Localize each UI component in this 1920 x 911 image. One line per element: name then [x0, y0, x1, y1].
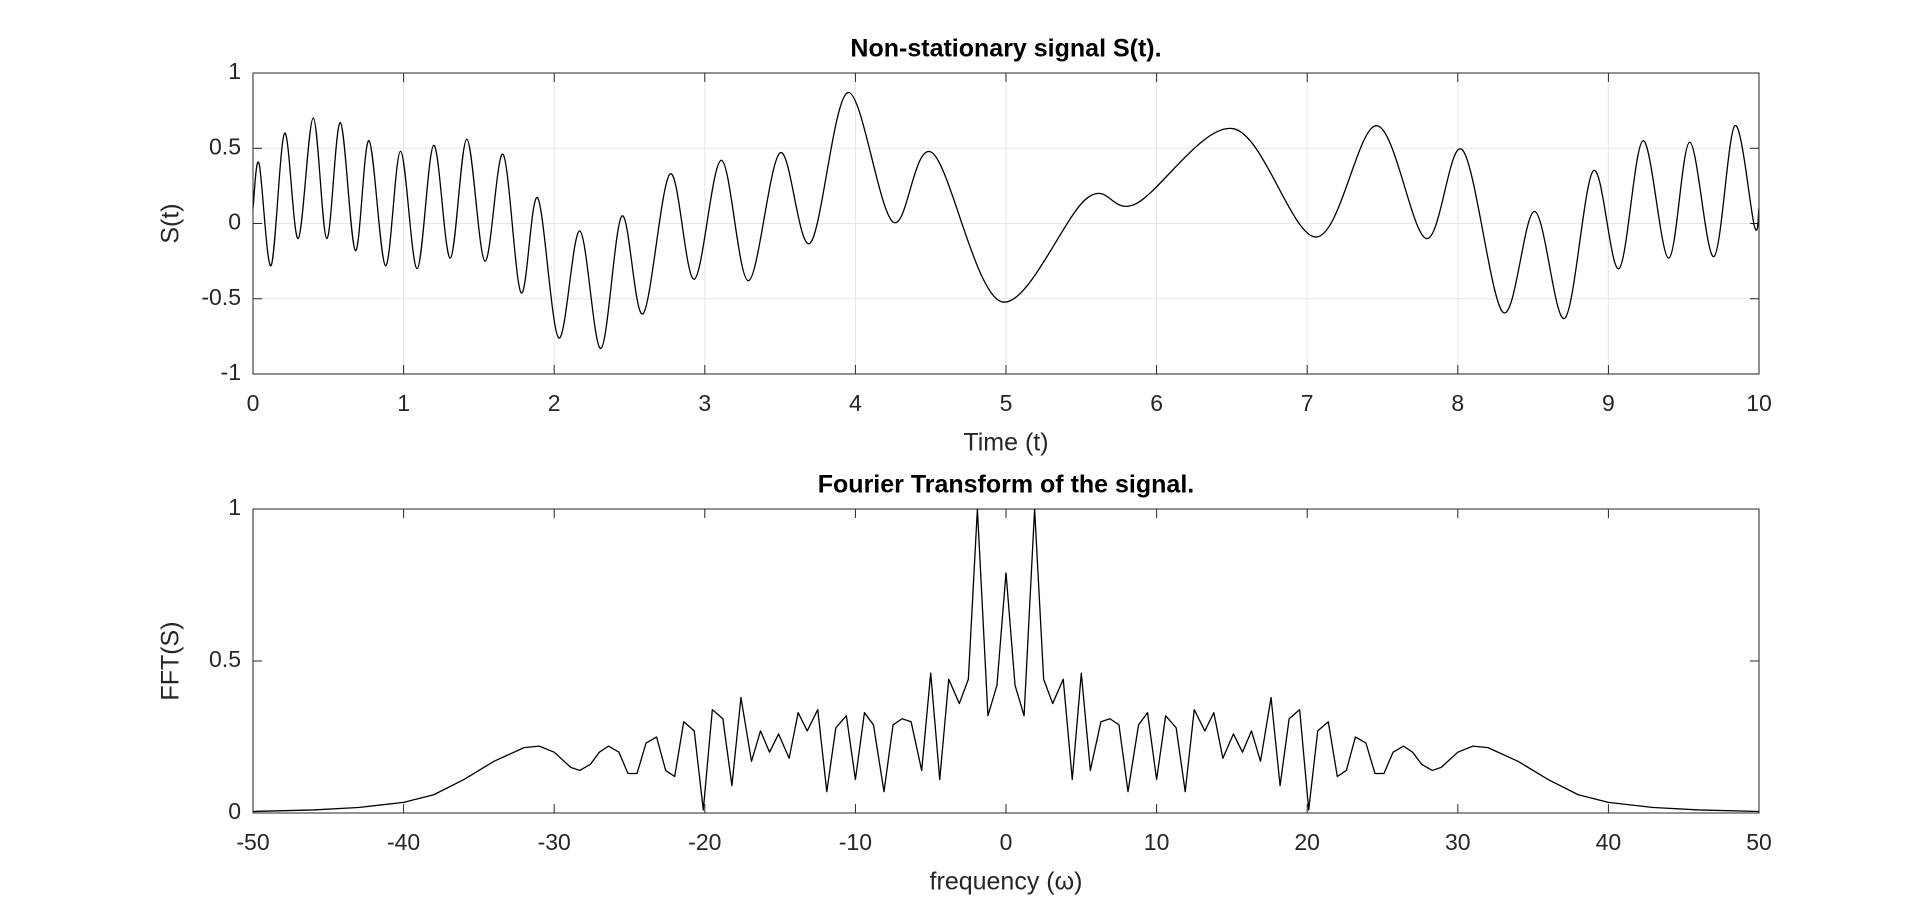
x-tick-label: -50 — [236, 829, 269, 855]
x-tick-label: 50 — [1746, 829, 1772, 855]
y-tick-label: 1 — [228, 58, 241, 84]
y-tick-label: 0.5 — [209, 133, 241, 159]
x-tick-label: 4 — [849, 390, 862, 416]
chart-title: Fourier Transform of the signal. — [818, 471, 1194, 499]
x-tick-label: 40 — [1596, 829, 1622, 855]
x-tick-label: -10 — [839, 829, 872, 855]
axes-box — [252, 508, 1760, 814]
x-tick-label: 10 — [1746, 390, 1772, 416]
y-tick-label: 1 — [228, 494, 241, 520]
x-tick-label: 8 — [1451, 390, 1464, 416]
plot-area — [253, 509, 1759, 813]
x-tick-label: 5 — [1000, 390, 1013, 416]
y-tick-label: 0.5 — [209, 646, 241, 672]
x-tick-label: 9 — [1602, 390, 1615, 416]
chart-title: Non-stationary signal S(t). — [850, 35, 1161, 63]
x-tick-label: 6 — [1150, 390, 1163, 416]
x-axis-label: Time (t) — [963, 429, 1048, 457]
y-tick-label: 0 — [228, 209, 241, 235]
x-tick-label: -40 — [387, 829, 420, 855]
x-axis-label: frequency (ω) — [930, 868, 1083, 896]
x-tick-label: 20 — [1294, 829, 1320, 855]
x-tick-label: -20 — [688, 829, 721, 855]
x-tick-label: 1 — [397, 390, 410, 416]
x-tick-label: 3 — [698, 390, 711, 416]
x-tick-label: 7 — [1301, 390, 1314, 416]
signal-line — [252, 91, 1760, 350]
axes-box — [252, 72, 1760, 375]
x-tick-label: -30 — [538, 829, 571, 855]
y-tick-label: -1 — [221, 359, 241, 385]
y-tick-label: -0.5 — [201, 284, 241, 310]
y-axis-label: S(t) — [157, 203, 185, 243]
x-tick-label: 0 — [247, 390, 260, 416]
x-tick-label: 2 — [548, 390, 561, 416]
signal-line — [252, 508, 1760, 813]
x-tick-label: 0 — [1000, 829, 1013, 855]
y-axis-label: FFT(S) — [157, 621, 185, 700]
y-tick-label: 0 — [228, 798, 241, 824]
x-tick-label: 10 — [1144, 829, 1170, 855]
x-tick-label: 30 — [1445, 829, 1471, 855]
